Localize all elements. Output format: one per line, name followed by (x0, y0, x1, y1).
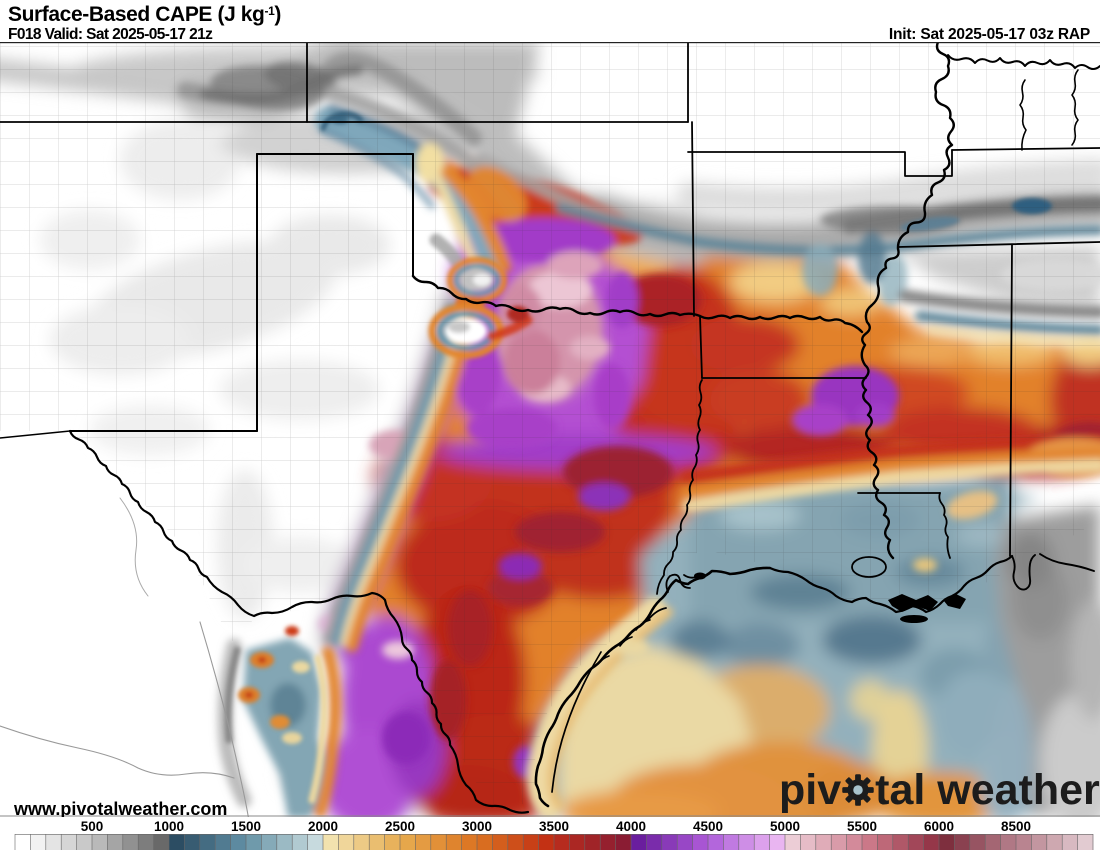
svg-text:3000: 3000 (462, 819, 492, 834)
svg-text:6000: 6000 (924, 819, 954, 834)
svg-text:3500: 3500 (539, 819, 569, 834)
svg-text:4500: 4500 (693, 819, 723, 834)
svg-text:2500: 2500 (385, 819, 415, 834)
svg-text:1500: 1500 (231, 819, 261, 834)
svg-text:5000: 5000 (770, 819, 800, 834)
svg-text:8500: 8500 (1001, 819, 1031, 834)
svg-text:1000: 1000 (154, 819, 184, 834)
svg-text:5500: 5500 (847, 819, 877, 834)
svg-text:500: 500 (81, 819, 104, 834)
svg-text:4000: 4000 (616, 819, 646, 834)
svg-text:2000: 2000 (308, 819, 338, 834)
